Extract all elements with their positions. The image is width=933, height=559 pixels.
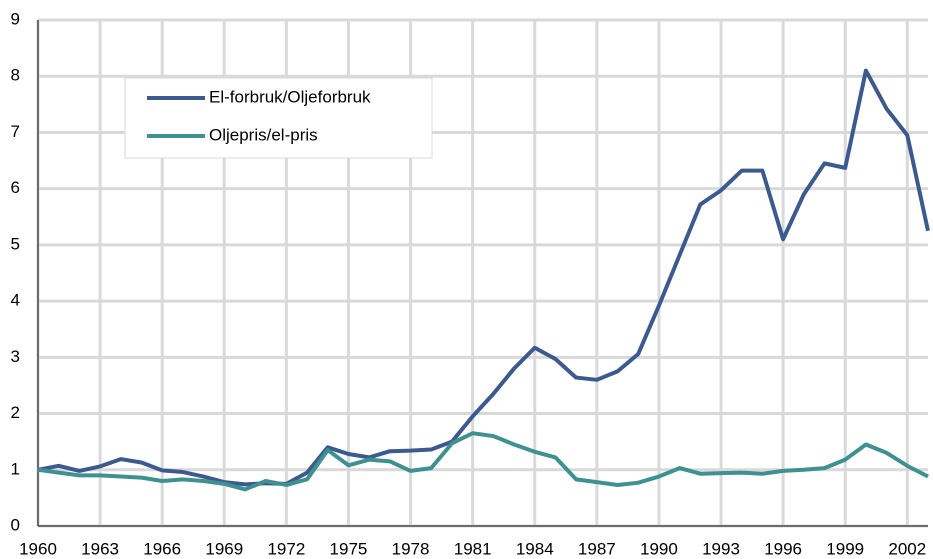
y-tick-label: 7: [11, 122, 20, 141]
y-tick-label: 5: [11, 234, 20, 253]
data-line: [37, 431, 929, 492]
x-tick-label: 1981: [454, 539, 492, 558]
y-tick-label: 8: [11, 66, 20, 85]
x-tick-label: 1987: [578, 539, 616, 558]
x-tick-label: 1960: [19, 539, 57, 558]
legend-box: [124, 77, 433, 159]
x-tick-label: 1996: [764, 539, 802, 558]
y-tick-label: 9: [11, 9, 20, 28]
x-tick-label: 1963: [81, 539, 119, 558]
x-tick-label: 1999: [826, 539, 864, 558]
y-tick-label: 6: [11, 178, 20, 197]
y-tick-label: 2: [11, 403, 20, 422]
x-tick-label: 1984: [516, 539, 554, 558]
x-tick-label: 1978: [392, 539, 430, 558]
y-tick-label: 1: [11, 459, 20, 478]
y-tick-label: 3: [11, 347, 20, 366]
x-tick-label: 1993: [702, 539, 740, 558]
data-line: [37, 68, 930, 487]
x-tick-label: 1990: [640, 539, 678, 558]
y-tick-label: 4: [11, 291, 20, 310]
x-tick-label: 1975: [330, 539, 368, 558]
x-tick-label: 2002: [888, 539, 926, 558]
legend-label: Oljepris/el-pris: [209, 125, 318, 144]
x-tick-label: 1969: [205, 539, 243, 558]
y-tick-label: 0: [11, 515, 20, 534]
legend-label: El-forbruk/Oljeforbruk: [209, 87, 371, 106]
x-tick-label: 1966: [143, 539, 181, 558]
x-tick-label: 1972: [267, 539, 305, 558]
